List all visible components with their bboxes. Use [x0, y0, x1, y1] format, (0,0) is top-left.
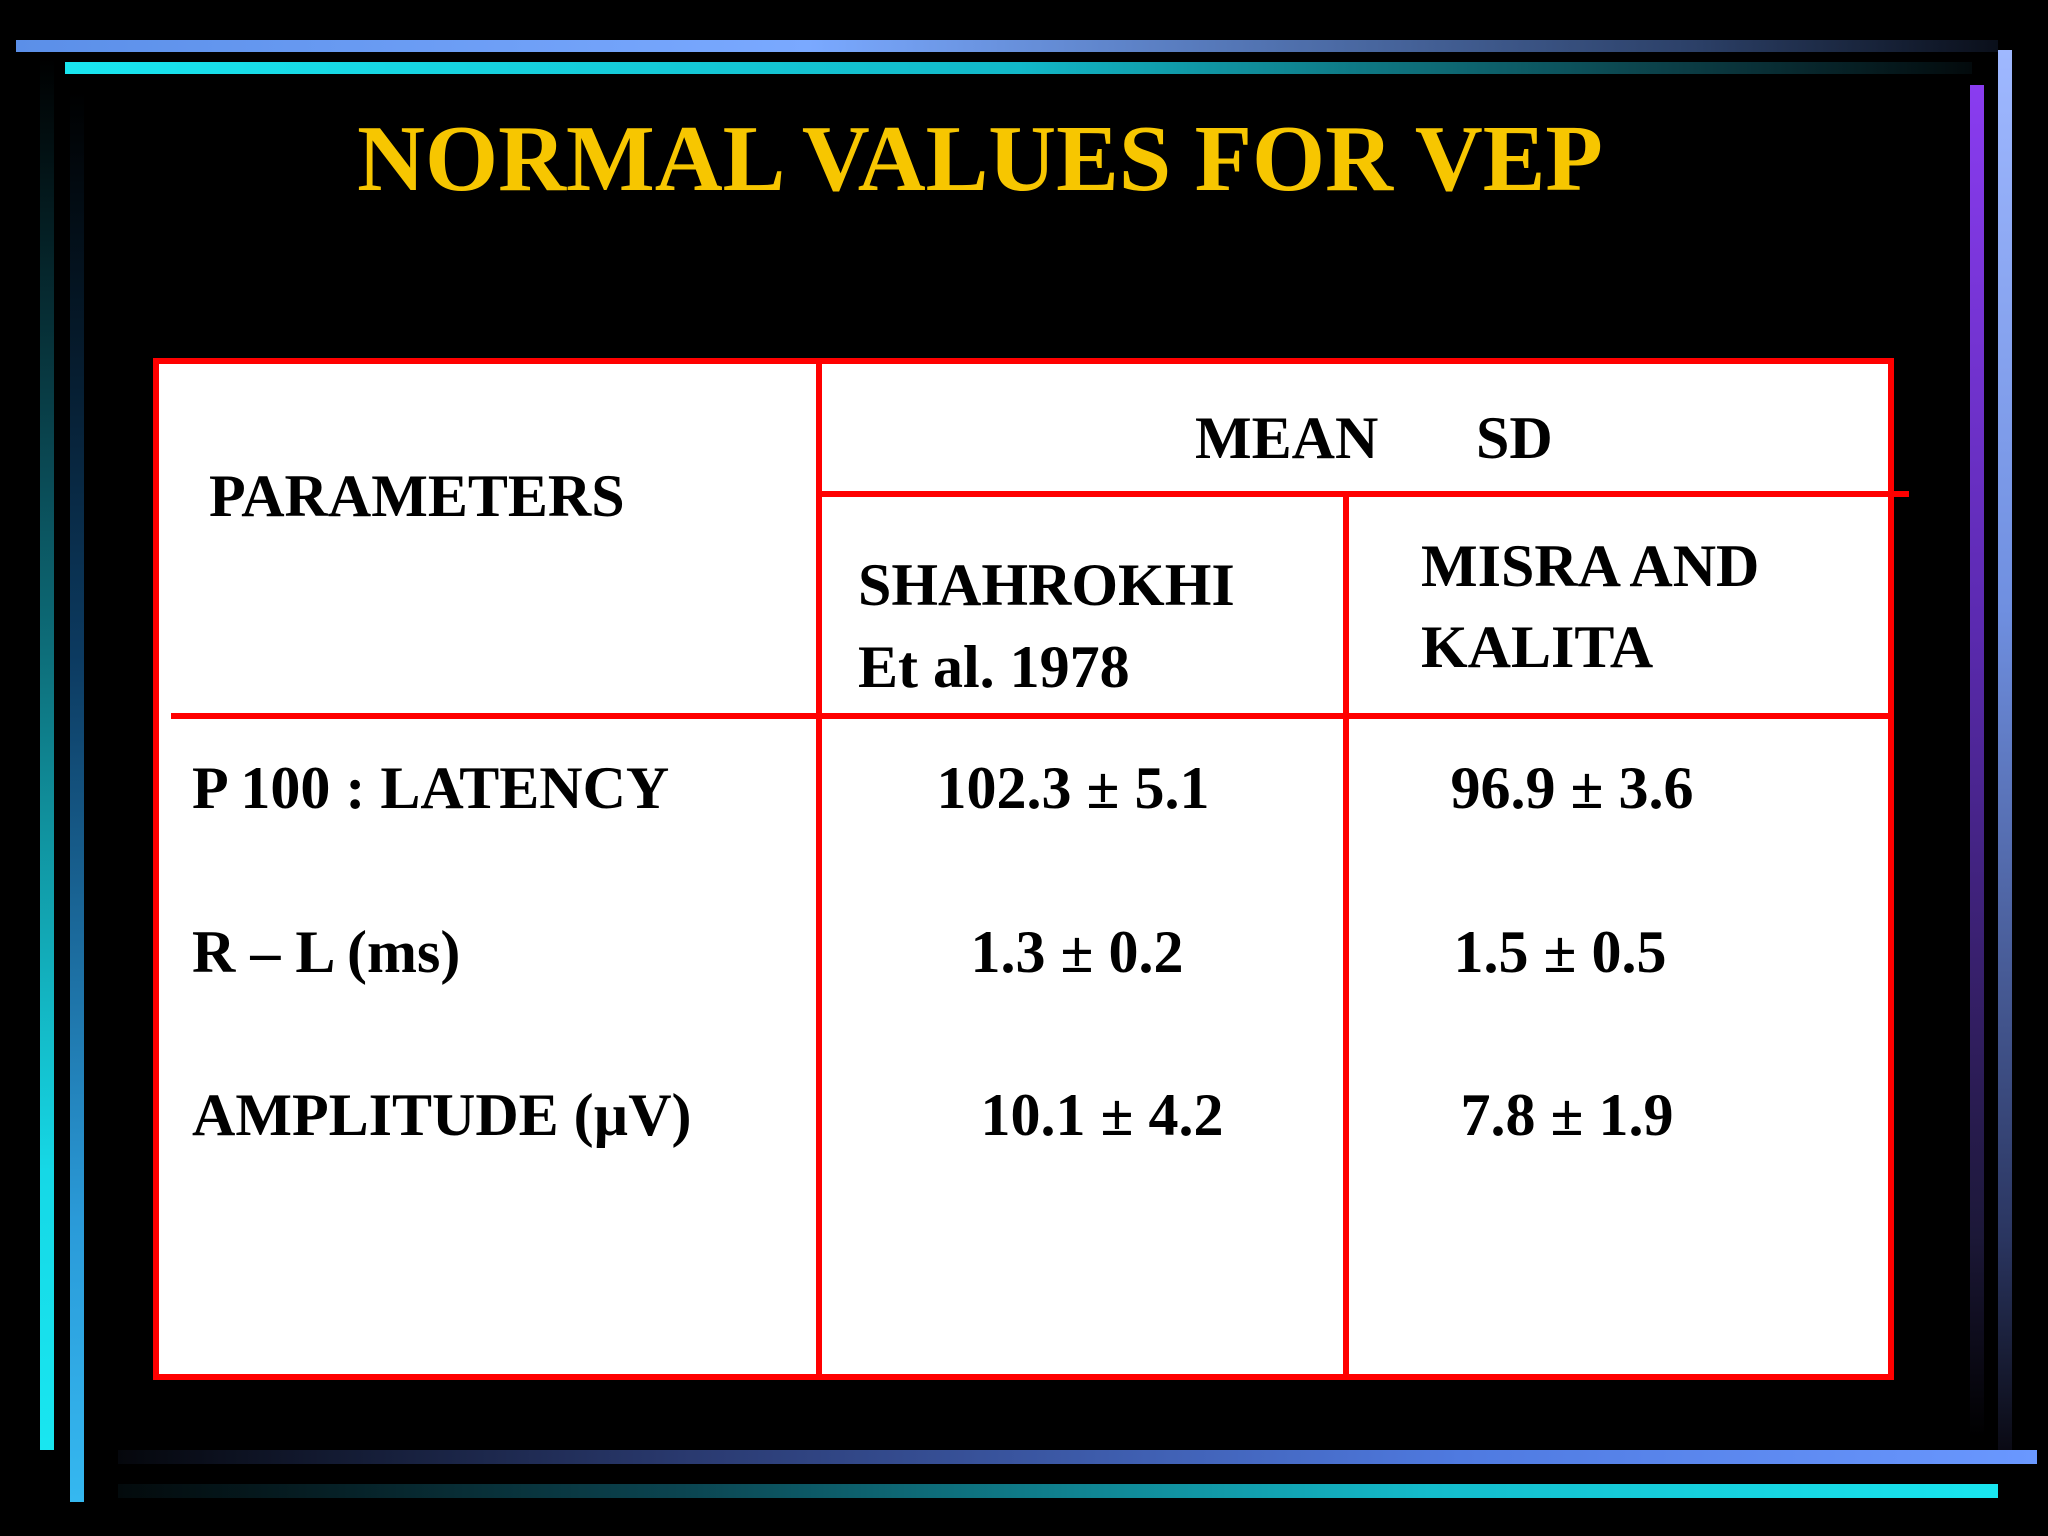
table-cell: 1.5 ± 0.5 — [1453, 919, 1667, 985]
table-divider — [819, 491, 1909, 497]
header-cell: PARAMETERS — [209, 463, 625, 529]
header-cell: SD — [1476, 405, 1553, 471]
frame-line — [40, 58, 54, 1450]
header-cell: Et al. 1978 — [858, 634, 1130, 700]
slide-title: NORMAL VALUES FOR VEP — [357, 107, 1603, 211]
table-cell: 102.3 ± 5.1 — [936, 755, 1210, 821]
frame-line — [118, 1450, 2037, 1464]
table-cell: 1.3 ± 0.2 — [970, 919, 1184, 985]
table-divider — [816, 358, 822, 1380]
table-cell: P 100 : LATENCY — [192, 755, 670, 821]
frame-line — [118, 1484, 1998, 1498]
frame-line — [1998, 50, 2012, 1450]
header-cell: MISRA AND — [1421, 533, 1760, 599]
table — [153, 358, 1894, 1380]
frame-line — [16, 40, 1998, 52]
table-divider — [1343, 493, 1349, 1380]
table-cell: AMPLITUDE (µV) — [192, 1082, 692, 1148]
table-cell: 96.9 ± 3.6 — [1450, 755, 1694, 821]
frame-line — [70, 91, 84, 1502]
header-cell: MEAN — [1195, 405, 1379, 471]
table-divider — [171, 713, 1894, 719]
frame-line — [65, 62, 1972, 74]
frame-line — [1970, 85, 1984, 1437]
table-cell: 10.1 ± 4.2 — [980, 1082, 1224, 1148]
header-cell: SHAHROKHI — [858, 552, 1235, 618]
header-cell: KALITA — [1421, 614, 1654, 680]
table-cell: 7.8 ± 1.9 — [1460, 1082, 1674, 1148]
table-cell: R – L (ms) — [192, 919, 461, 985]
